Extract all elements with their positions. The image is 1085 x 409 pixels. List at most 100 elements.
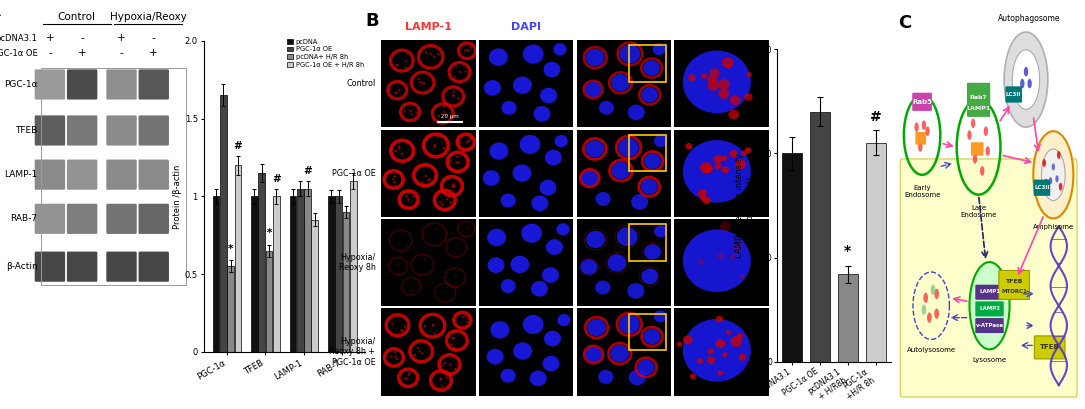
Circle shape [439,378,443,380]
FancyBboxPatch shape [139,160,169,190]
Circle shape [407,192,409,194]
Circle shape [915,122,919,132]
Circle shape [599,101,614,115]
Circle shape [455,65,458,67]
Circle shape [638,360,654,375]
Circle shape [739,354,746,361]
Circle shape [520,135,540,154]
Circle shape [510,256,529,273]
Text: LC3II: LC3II [1006,92,1021,97]
Text: #: # [870,110,882,124]
Bar [213,196,219,352]
Circle shape [608,254,626,272]
Text: -: - [48,48,52,58]
Circle shape [1027,79,1032,88]
Circle shape [540,88,557,103]
Circle shape [452,95,455,97]
Circle shape [452,91,455,93]
Circle shape [451,184,454,187]
Circle shape [612,162,630,179]
Text: Autophagosome: Autophagosome [998,14,1061,23]
Circle shape [1043,159,1046,167]
Circle shape [611,74,630,92]
Circle shape [404,378,407,380]
Circle shape [416,112,418,114]
Bar [297,189,304,352]
Circle shape [395,185,397,187]
Circle shape [544,62,561,77]
Text: TFEB: TFEB [1039,344,1060,351]
Legend: pcDNA, PGC-1α OE, pcDNA+ H/R 8h, PGC-1α OE + H/R 8h: pcDNA, PGC-1α OE, pcDNA+ H/R 8h, PGC-1α … [286,38,365,68]
FancyBboxPatch shape [967,83,991,117]
Circle shape [467,50,469,52]
Circle shape [500,369,515,383]
Text: v-ATPase: v-ATPase [975,323,1004,328]
Circle shape [455,274,457,276]
Circle shape [424,175,426,177]
Text: Zoom: Zoom [704,22,739,32]
Circle shape [710,68,719,78]
Circle shape [984,126,988,136]
Text: RAB-7: RAB-7 [10,214,37,223]
Circle shape [598,370,613,384]
FancyBboxPatch shape [67,70,98,99]
Circle shape [443,364,445,366]
FancyBboxPatch shape [139,252,169,282]
Circle shape [443,106,445,108]
Circle shape [585,82,601,97]
FancyBboxPatch shape [139,115,169,146]
Text: B: B [366,12,380,31]
Circle shape [434,144,436,146]
Circle shape [1024,67,1029,76]
Circle shape [464,71,467,73]
Circle shape [436,136,439,138]
Circle shape [700,162,712,173]
Circle shape [501,101,516,115]
Circle shape [652,43,665,55]
Circle shape [419,81,421,83]
Circle shape [610,345,629,362]
Circle shape [741,151,746,155]
Circle shape [682,229,751,292]
Circle shape [728,110,739,119]
Bar [343,212,349,352]
Circle shape [539,180,557,196]
FancyBboxPatch shape [1006,86,1022,103]
Text: +: + [117,34,126,43]
Circle shape [464,315,467,317]
Circle shape [737,333,743,339]
Text: #: # [303,166,311,176]
Circle shape [557,223,570,235]
Circle shape [717,253,725,260]
Text: *: * [844,244,852,258]
Circle shape [408,374,410,376]
FancyBboxPatch shape [975,318,1004,333]
Circle shape [468,318,470,320]
Circle shape [489,142,509,160]
Circle shape [429,178,431,180]
Circle shape [531,281,548,297]
Bar [304,189,311,352]
Bar [838,274,857,362]
Circle shape [394,351,396,353]
Text: +: + [46,34,54,43]
Circle shape [688,74,695,81]
Circle shape [452,337,455,339]
Bar [258,173,265,352]
Circle shape [395,64,397,66]
Text: +: + [78,48,87,58]
Circle shape [394,92,396,94]
Circle shape [463,49,467,51]
Circle shape [617,227,638,246]
Circle shape [451,186,455,188]
Circle shape [433,333,435,335]
Text: LAMP-1: LAMP-1 [405,22,452,32]
Bar [335,196,342,352]
Text: -: - [119,48,124,58]
Circle shape [580,259,598,275]
Text: Amphisome: Amphisome [1033,225,1074,230]
Circle shape [725,63,731,69]
Circle shape [1042,149,1065,200]
Circle shape [702,196,711,204]
Circle shape [707,75,717,84]
